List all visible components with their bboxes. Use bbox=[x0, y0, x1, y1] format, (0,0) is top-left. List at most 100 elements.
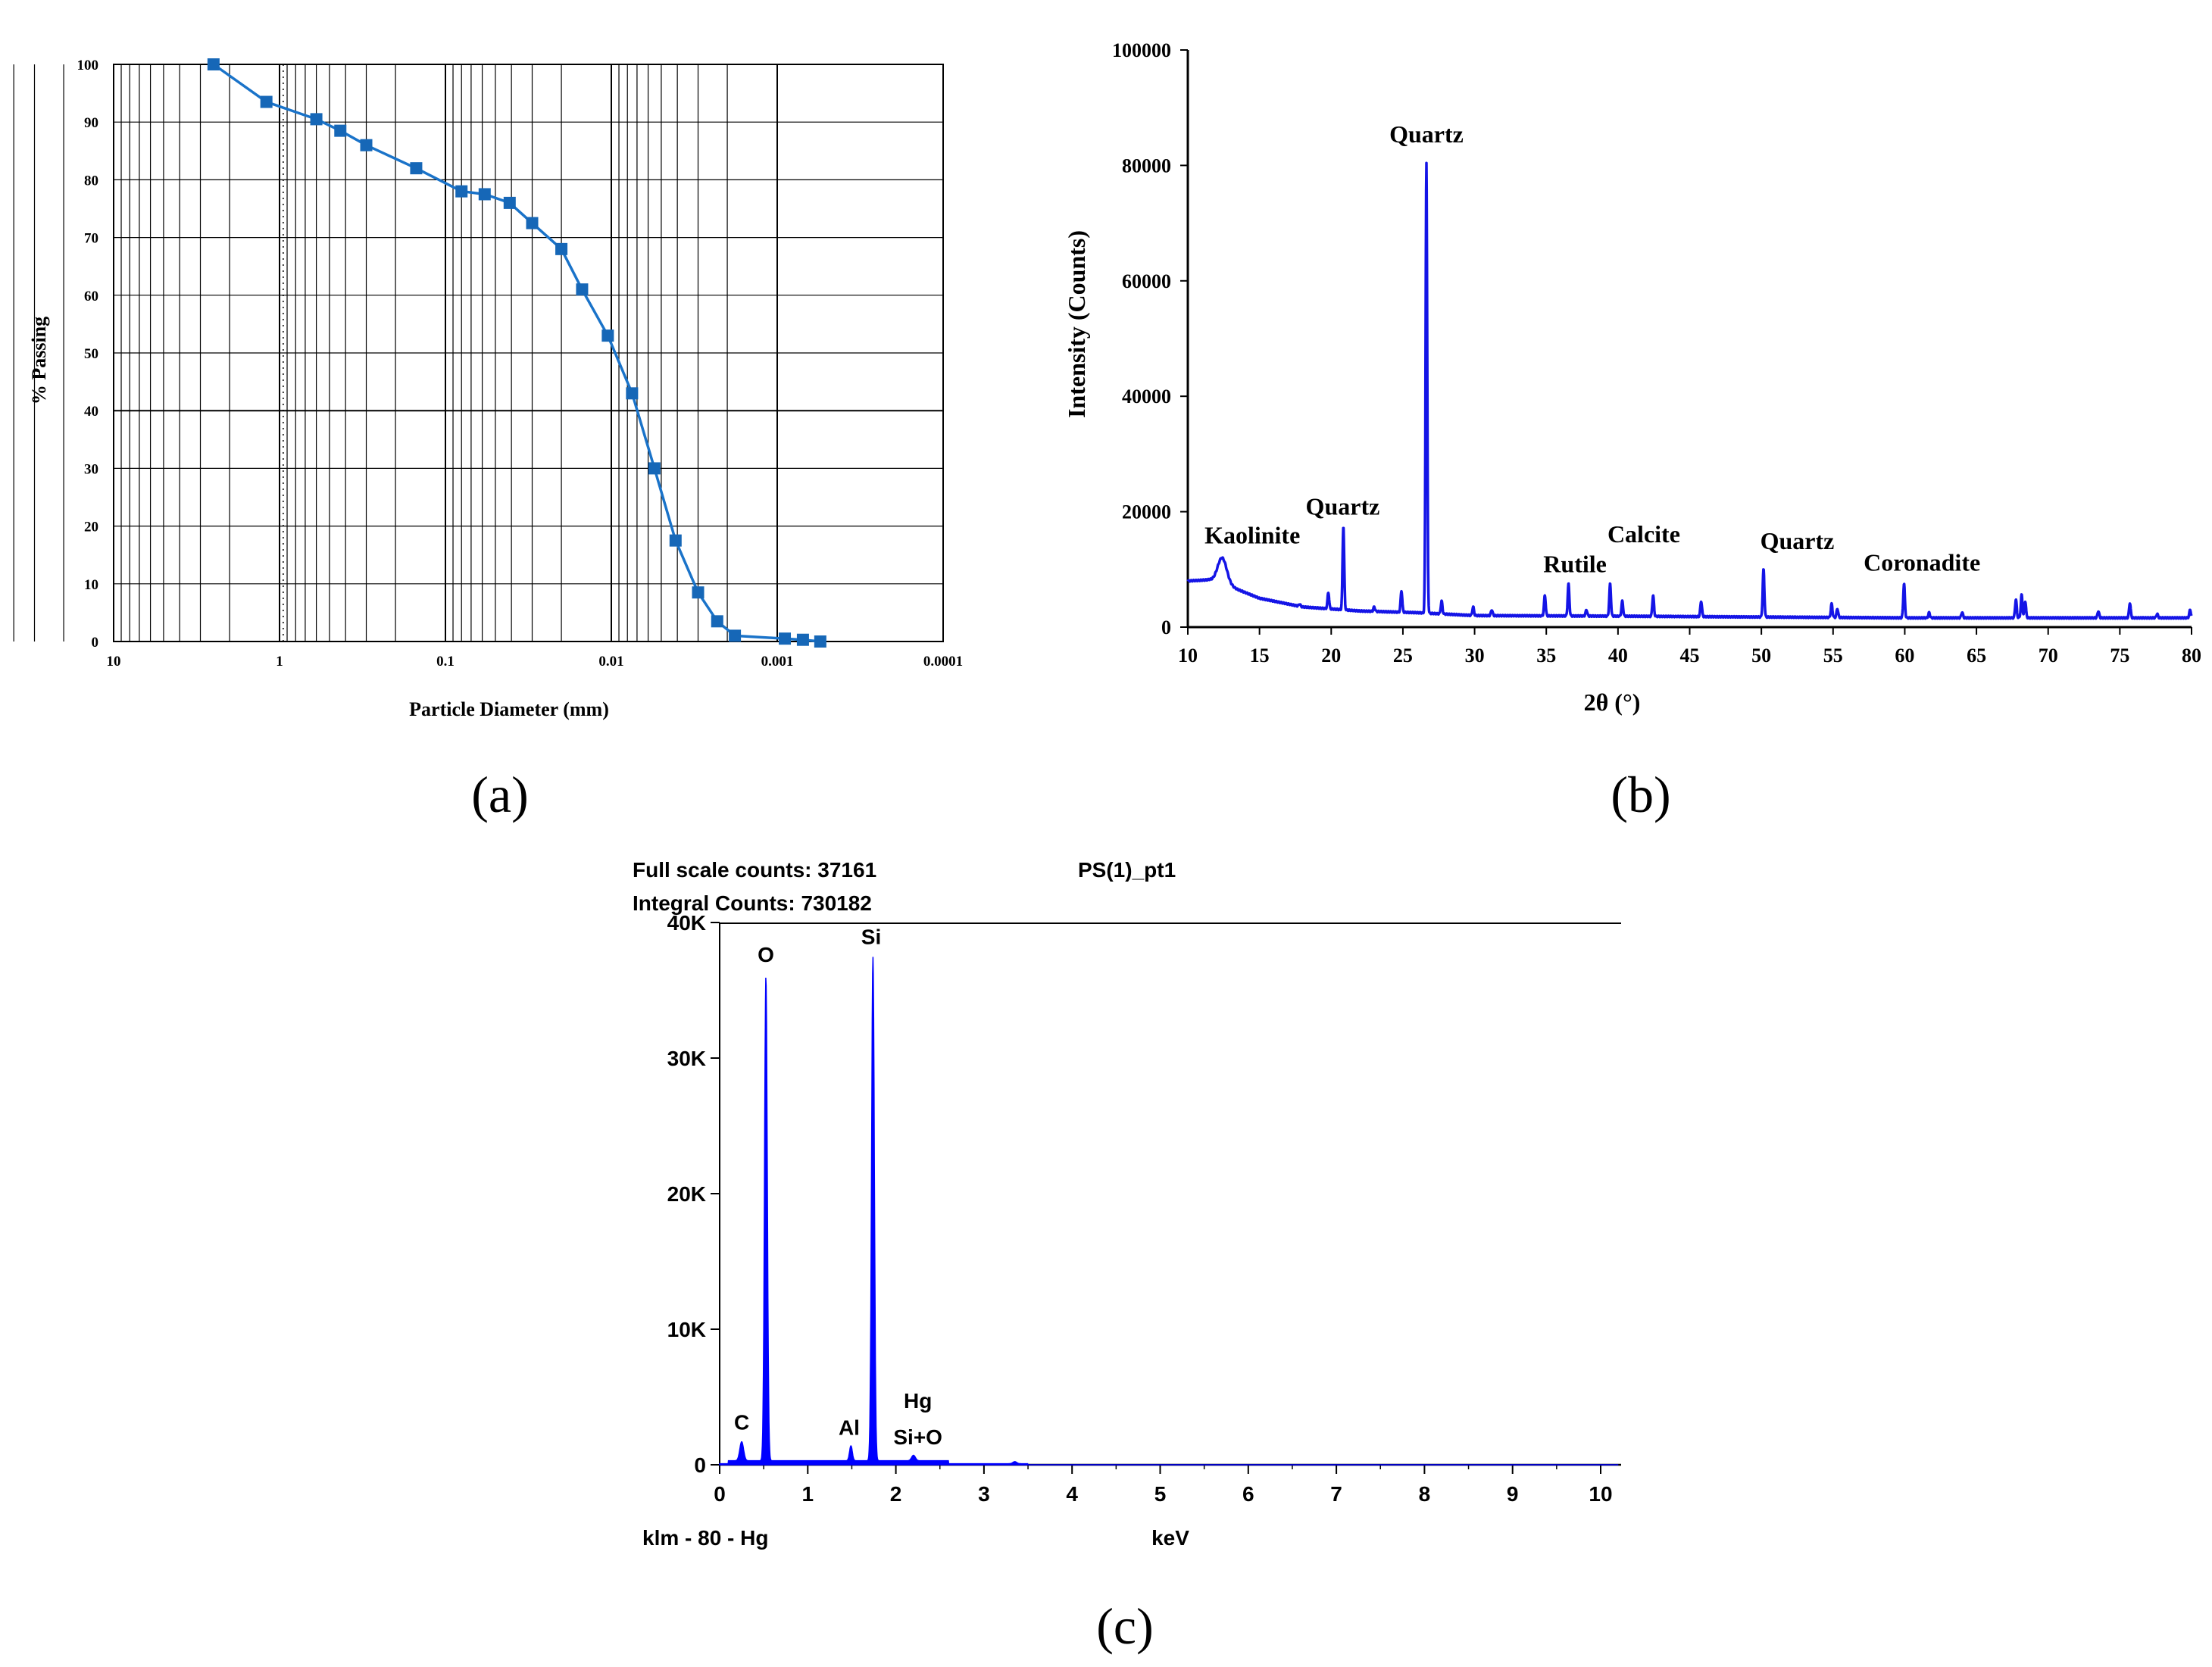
y-tick-label: 0 bbox=[1161, 617, 1171, 638]
y-tick-label: 100 bbox=[77, 58, 99, 73]
data-point-marker bbox=[478, 188, 491, 201]
x-tick-label: 80 bbox=[2182, 645, 2201, 666]
panel-c-ticks bbox=[711, 922, 1601, 1474]
data-point-marker bbox=[601, 329, 614, 342]
y-tick-label: 60 bbox=[84, 289, 98, 304]
x-tick-label: 0.0001 bbox=[923, 654, 963, 670]
x-tick-label: 45 bbox=[1680, 645, 1700, 666]
panel-b-y-axis-label: Intensity (Counts) bbox=[1063, 230, 1090, 418]
x-tick-label: 0.1 bbox=[436, 654, 455, 670]
x-tick-label: 10 bbox=[1178, 645, 1198, 666]
y-tick-label: 20000 bbox=[1122, 501, 1171, 523]
panel-b-ticks bbox=[1180, 49, 2192, 635]
x-tick-label: 20 bbox=[1321, 645, 1341, 666]
panel-c-spectrum-fill bbox=[719, 957, 1619, 1466]
panel-label-c: (c) bbox=[1096, 1597, 1153, 1655]
y-tick-label: 50 bbox=[84, 346, 98, 362]
x-tick-label: 6 bbox=[1242, 1482, 1254, 1506]
peak-annotation-quartz: Quartz bbox=[1761, 527, 1835, 554]
x-tick-label: 10 bbox=[107, 654, 121, 670]
x-tick-label: 40 bbox=[1608, 645, 1628, 666]
x-tick-label: 70 bbox=[2039, 645, 2058, 666]
panel-b-x-axis-label: 2θ (°) bbox=[1584, 688, 1641, 716]
data-point-marker bbox=[310, 113, 323, 126]
x-tick-label: 25 bbox=[1393, 645, 1413, 666]
y-tick-label: 20K bbox=[667, 1182, 706, 1206]
peak-annotation-calcite: Calcite bbox=[1607, 520, 1680, 548]
y-tick-label: 30K bbox=[667, 1047, 706, 1070]
y-tick-label: 40000 bbox=[1122, 386, 1171, 407]
panel-a-psd-chart: 10 1 0.1 0.01 0.001 0.0001 0 10 20 30 40… bbox=[13, 58, 964, 823]
panel-a-y-tick-labels: 0 10 20 30 40 50 60 70 80 90 100 bbox=[77, 58, 99, 651]
panel-c-x-tick-labels: 0 1 2 3 4 5 6 7 8 9 10 bbox=[714, 1482, 1612, 1506]
x-tick-label: 4 bbox=[1066, 1482, 1078, 1506]
y-tick-label: 10 bbox=[84, 577, 98, 593]
panel-a-y-axis-label: % Passing bbox=[28, 317, 50, 404]
peak-label-hg: Hg bbox=[904, 1389, 932, 1413]
panel-a-series-line bbox=[212, 63, 821, 643]
y-tick-label: 40 bbox=[84, 404, 98, 420]
data-point-marker bbox=[692, 586, 705, 599]
x-tick-label: 60 bbox=[1895, 645, 1914, 666]
panel-b-diffractogram-line bbox=[1186, 161, 2193, 620]
y-tick-label: 80000 bbox=[1122, 155, 1171, 176]
data-point-marker bbox=[555, 242, 568, 255]
panel-b-y-tick-labels: 0 20000 40000 60000 80000 100000 bbox=[1112, 39, 1171, 638]
x-tick-label: 8 bbox=[1419, 1482, 1431, 1506]
data-point-marker bbox=[711, 615, 723, 628]
y-tick-label: 60000 bbox=[1122, 270, 1171, 292]
data-point-marker bbox=[207, 58, 220, 70]
panel-b-xrd-chart: 10 15 20 25 30 35 40 45 50 55 60 65 70 7… bbox=[1063, 39, 2201, 823]
panel-c-detector-label: klm - 80 - Hg bbox=[642, 1526, 768, 1550]
peak-annotation-rutile: Rutile bbox=[1543, 551, 1607, 578]
x-tick-label: 55 bbox=[1823, 645, 1843, 666]
x-tick-label: 1 bbox=[276, 654, 283, 670]
x-tick-label: 75 bbox=[2110, 645, 2129, 666]
x-tick-label: 0.001 bbox=[761, 654, 794, 670]
y-tick-label: 10K bbox=[667, 1318, 706, 1341]
data-point-marker bbox=[796, 633, 809, 646]
panel-c-x-axis-label: keV bbox=[1151, 1526, 1189, 1550]
x-tick-label: 2 bbox=[890, 1482, 902, 1506]
panel-c-y-tick-labels: 0 10K 20K 30K 40K bbox=[667, 911, 706, 1477]
y-tick-label: 40K bbox=[667, 911, 706, 935]
x-tick-label: 9 bbox=[1507, 1482, 1519, 1506]
x-tick-label: 0 bbox=[714, 1482, 726, 1506]
panel-c-peak-labels: C O Al Si Hg Si+O bbox=[734, 926, 942, 1450]
y-tick-label: 20 bbox=[84, 520, 98, 535]
y-tick-label: 0 bbox=[92, 635, 99, 651]
y-tick-label: 90 bbox=[84, 115, 98, 131]
data-point-marker bbox=[260, 95, 273, 108]
panel-a-plot-frame bbox=[113, 64, 944, 642]
data-point-marker bbox=[576, 283, 589, 296]
data-point-marker bbox=[526, 217, 539, 229]
data-point-marker bbox=[360, 139, 373, 151]
data-point-marker bbox=[410, 162, 423, 175]
panel-b-peak-annotations: Quartz Quartz Kaolinite Rutile Calcite Q… bbox=[1204, 120, 1980, 578]
x-tick-label: 65 bbox=[1967, 645, 1986, 666]
data-point-marker bbox=[814, 635, 826, 648]
panel-a-x-axis-label: Particle Diameter (mm) bbox=[409, 698, 609, 720]
y-tick-label: 70 bbox=[84, 231, 98, 247]
y-tick-label: 30 bbox=[84, 461, 98, 477]
peak-annotation-coronadite: Coronadite bbox=[1864, 548, 1980, 576]
panel-b-x-tick-labels: 10 15 20 25 30 35 40 45 50 55 60 65 70 7… bbox=[1178, 645, 2201, 666]
peak-label-si-o: Si+O bbox=[893, 1425, 942, 1449]
peak-label-si: Si bbox=[861, 926, 881, 949]
panel-c-full-scale-counts: Full scale counts: 37161 bbox=[633, 858, 876, 882]
y-tick-label: 0 bbox=[694, 1453, 706, 1477]
data-point-marker bbox=[779, 632, 792, 645]
panel-label-a: (a) bbox=[471, 766, 528, 823]
data-point-marker bbox=[626, 387, 639, 400]
data-point-marker bbox=[729, 629, 742, 642]
panel-c-eds-chart: Full scale counts: 37161 Integral Counts… bbox=[633, 858, 1621, 1655]
peak-annotation-quartz: Quartz bbox=[1306, 492, 1380, 520]
x-tick-label: 30 bbox=[1465, 645, 1485, 666]
x-tick-label: 10 bbox=[1589, 1482, 1612, 1506]
panel-a-x-tick-labels: 10 1 0.1 0.01 0.001 0.0001 bbox=[107, 654, 964, 670]
data-point-marker bbox=[503, 196, 516, 209]
data-point-marker bbox=[334, 124, 347, 137]
panel-c-spectrum-name: PS(1)_pt1 bbox=[1078, 858, 1176, 882]
x-tick-label: 1 bbox=[802, 1482, 814, 1506]
